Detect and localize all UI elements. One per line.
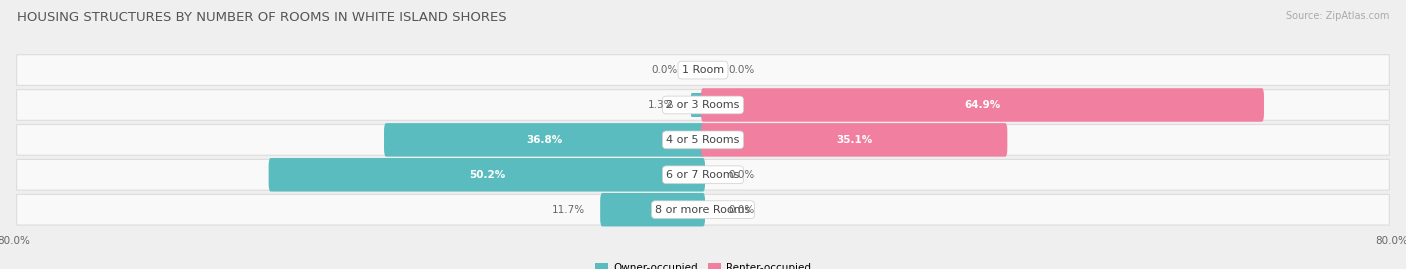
FancyBboxPatch shape <box>690 93 704 117</box>
FancyBboxPatch shape <box>17 194 1389 225</box>
Text: 0.0%: 0.0% <box>651 65 678 75</box>
FancyBboxPatch shape <box>702 123 1007 157</box>
Text: 2 or 3 Rooms: 2 or 3 Rooms <box>666 100 740 110</box>
FancyBboxPatch shape <box>384 123 704 157</box>
Text: 36.8%: 36.8% <box>526 135 562 145</box>
Text: 0.0%: 0.0% <box>728 205 755 215</box>
Text: 1.3%: 1.3% <box>648 100 675 110</box>
Text: 35.1%: 35.1% <box>837 135 872 145</box>
Text: 11.7%: 11.7% <box>553 205 585 215</box>
FancyBboxPatch shape <box>702 88 1264 122</box>
Text: 50.2%: 50.2% <box>468 170 505 180</box>
Text: 0.0%: 0.0% <box>728 65 755 75</box>
FancyBboxPatch shape <box>600 193 704 226</box>
Text: 4 or 5 Rooms: 4 or 5 Rooms <box>666 135 740 145</box>
Legend: Owner-occupied, Renter-occupied: Owner-occupied, Renter-occupied <box>591 259 815 269</box>
Text: 6 or 7 Rooms: 6 or 7 Rooms <box>666 170 740 180</box>
FancyBboxPatch shape <box>17 90 1389 120</box>
Text: Source: ZipAtlas.com: Source: ZipAtlas.com <box>1285 11 1389 21</box>
FancyBboxPatch shape <box>17 125 1389 155</box>
Text: HOUSING STRUCTURES BY NUMBER OF ROOMS IN WHITE ISLAND SHORES: HOUSING STRUCTURES BY NUMBER OF ROOMS IN… <box>17 11 506 24</box>
FancyBboxPatch shape <box>17 160 1389 190</box>
FancyBboxPatch shape <box>269 158 704 192</box>
Text: 0.0%: 0.0% <box>728 170 755 180</box>
Text: 8 or more Rooms: 8 or more Rooms <box>655 205 751 215</box>
Text: 64.9%: 64.9% <box>965 100 1001 110</box>
FancyBboxPatch shape <box>17 55 1389 86</box>
Text: 1 Room: 1 Room <box>682 65 724 75</box>
